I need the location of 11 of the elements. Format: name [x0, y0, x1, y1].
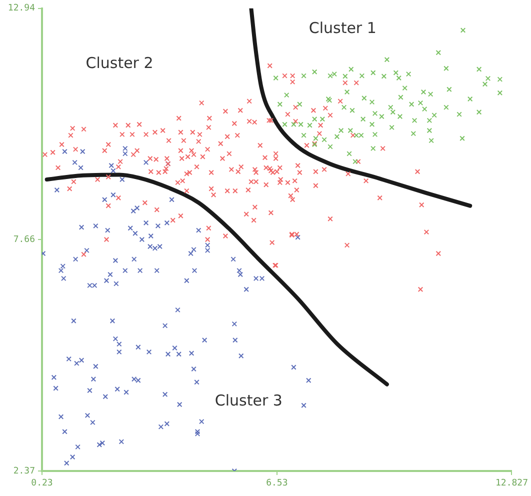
annotation: Cluster 3: [214, 392, 282, 410]
annotation: Cluster 1: [308, 19, 376, 38]
x-tick-label: 6.53: [266, 478, 288, 489]
x-tick-label: 12.827: [495, 478, 528, 489]
line-series: [44, 172, 389, 386]
x-tick-label: 0.23: [31, 478, 53, 489]
y-tick-label: 12.94: [8, 4, 35, 14]
line-series: [249, 8, 472, 208]
y-tick-label: 7.66: [13, 234, 35, 245]
annotation: Cluster 2: [86, 54, 154, 72]
y-tick-label: 2.37: [13, 466, 35, 476]
